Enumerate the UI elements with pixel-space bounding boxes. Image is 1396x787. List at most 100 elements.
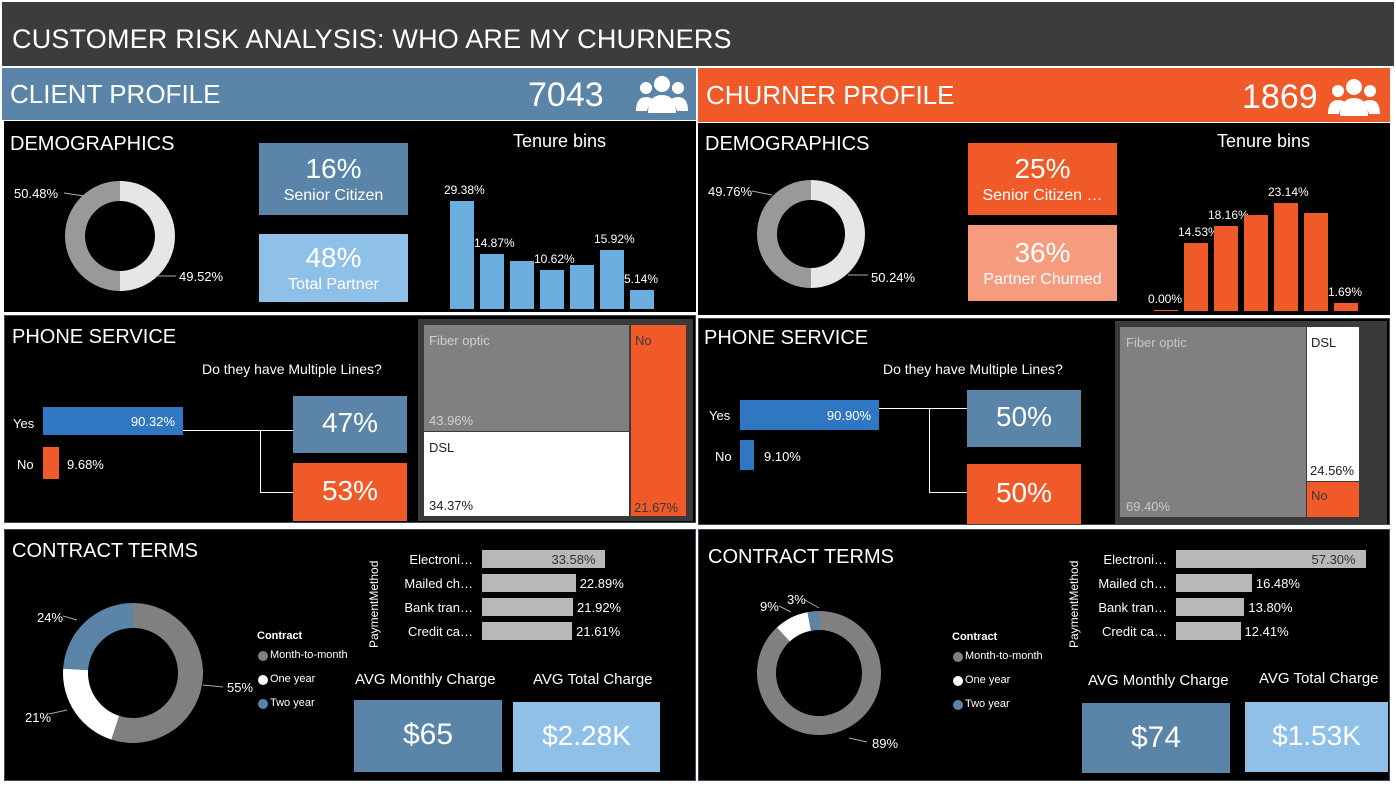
churner-dsl-tile: DSL 24.56% xyxy=(1307,327,1359,481)
client-contract-two: 24% xyxy=(37,610,64,625)
churner-fiber-tile: Fiber optic 69.40% xyxy=(1120,327,1306,517)
client-avg-total-kpi: $2.28K xyxy=(513,702,660,772)
client-phone-yes-value: 90.32% xyxy=(130,414,175,429)
churner-dsl-value: 24.56% xyxy=(1310,463,1355,478)
client-legend-one: One year xyxy=(270,673,316,685)
churner-senior-value: 25% xyxy=(1014,153,1071,184)
churner-phone-panel: PHONE SERVICE Do they have Multiple Line… xyxy=(698,318,1390,525)
churner-legend-title: Contract xyxy=(952,631,998,643)
churner-internet-treemap: Fiber optic 69.40% DSL 24.56% No xyxy=(1115,321,1387,524)
tenure-bar xyxy=(1184,243,1208,311)
tenure-bar-label: 29.38% xyxy=(444,183,485,197)
tenure-bar xyxy=(630,290,654,309)
churner-tenure-chart: 0.00% 14.53% 18.16% 23.14% 1.69% xyxy=(1148,163,1388,311)
client-demographics-panel: DEMOGRAPHICS 50.48% 49.52% 16% Senior Ci… xyxy=(4,121,696,312)
tenure-bar xyxy=(570,264,594,309)
client-profile-title: CLIENT PROFILE xyxy=(10,79,221,109)
client-phone-yes-bar: 90.32% xyxy=(43,407,183,435)
churner-contract-donut xyxy=(757,599,881,743)
client-contract-one: 21% xyxy=(25,710,52,725)
churner-demographics-title: DEMOGRAPHICS xyxy=(705,133,870,155)
payment-method-label: Mailed ch… xyxy=(404,576,473,591)
tenure-bar-label: 14.87% xyxy=(474,236,515,251)
people-group-icon xyxy=(636,76,688,113)
client-fiber-value: 43.96% xyxy=(429,413,474,428)
payment-method-label: Bank tran… xyxy=(404,600,473,615)
churner-gender-donut xyxy=(751,180,868,288)
tenure-bar-label: 14.53% xyxy=(1178,225,1219,240)
client-legend-title: Contract xyxy=(257,630,303,642)
churner-count: 1869 xyxy=(1242,78,1318,116)
churner-senior-label: Senior Citizen … xyxy=(982,187,1103,204)
payment-method-bar xyxy=(1176,622,1241,640)
client-fiber-tile: Fiber optic 43.96% xyxy=(424,325,629,431)
tenure-bar-label: 15.92% xyxy=(594,232,635,247)
client-partner-kpi: 48% Total Partner xyxy=(259,234,408,302)
churner-fiber-value: 69.40% xyxy=(1126,499,1171,514)
churner-contract-panel: CONTRACT TERMS 9% 3% 89% Contract Month-… xyxy=(698,529,1390,781)
client-phone-no-bar xyxy=(43,447,59,479)
client-nointernet-value: 21.67% xyxy=(634,500,679,515)
client-gender-a: 50.48% xyxy=(14,186,59,201)
churner-avg-monthly: $74 xyxy=(1130,721,1182,754)
churner-avg-total-kpi: $1.53K xyxy=(1245,702,1388,772)
legend-dot-one xyxy=(258,675,268,685)
donut-slice xyxy=(111,603,203,743)
tenure-bar-label: 0.00% xyxy=(1148,292,1183,306)
client-demographics-title: DEMOGRAPHICS xyxy=(10,133,175,155)
tenure-bar-label: 1.69% xyxy=(1328,285,1363,300)
client-phone-yes-label: Yes xyxy=(13,416,35,431)
churner-nointernet-label: No xyxy=(1311,488,1328,503)
payment-method-label: Electroni… xyxy=(1103,552,1167,567)
churner-profile-header: CHURNER PROFILE 1869 xyxy=(698,68,1390,122)
client-gender-donut xyxy=(63,181,176,291)
client-avg-monthly: $65 xyxy=(402,718,454,751)
client-contract-donut xyxy=(48,603,224,743)
payment-method-label: Bank tran… xyxy=(1098,600,1167,615)
churner-gender-b: 50.24% xyxy=(871,270,916,285)
client-legend-m2m: Month-to-month xyxy=(270,649,348,661)
client-phone-no-value: 9.68% xyxy=(67,457,104,472)
payment-method-value: 16.48% xyxy=(1255,576,1300,591)
payment-method-value: 33.58% xyxy=(551,552,596,567)
tenure-bar xyxy=(1154,310,1178,311)
tenure-bar xyxy=(1274,203,1298,311)
churner-demographics-panel: DEMOGRAPHICS 49.76% 50.24% 25% Senior Ci… xyxy=(698,123,1390,315)
payment-method-value: 22.89% xyxy=(579,576,624,591)
tenure-bar xyxy=(1244,215,1268,311)
churner-contract-title: CONTRACT TERMS xyxy=(708,546,894,568)
churner-profile-title: CHURNER PROFILE xyxy=(706,80,955,110)
client-internet-treemap: Fiber optic 43.96% DSL 34.37% No 21.67% xyxy=(418,319,693,521)
connector-line xyxy=(929,408,930,492)
leader-line xyxy=(778,605,792,613)
tenure-bar xyxy=(480,254,504,309)
client-senior-label: Senior Citizen xyxy=(283,187,384,204)
payment-method-label: Mailed ch… xyxy=(1098,576,1167,591)
tenure-bar xyxy=(1304,212,1328,311)
churner-multilines-no-kpi: 50% xyxy=(967,464,1081,524)
churner-partner-label: Partner Churned xyxy=(983,271,1102,288)
churner-phone-yes-bar: 90.90% xyxy=(740,400,879,430)
client-senior-value: 16% xyxy=(305,153,362,184)
tenure-bar xyxy=(1214,226,1238,311)
churner-legend-m2m: Month-to-month xyxy=(965,650,1043,662)
payment-method-label: Credit ca… xyxy=(407,624,473,639)
client-gender-b: 49.52% xyxy=(179,269,224,284)
donut-slice xyxy=(63,603,133,671)
churner-phone-no-bar xyxy=(740,440,754,470)
client-legend-two: Two year xyxy=(270,697,315,709)
leader-line xyxy=(202,684,224,688)
payment-method-bar xyxy=(482,598,574,616)
legend-dot-one xyxy=(953,676,963,686)
legend-dot-two xyxy=(258,699,268,709)
churner-phone-yes-label: Yes xyxy=(709,408,731,423)
client-dsl-value: 34.37% xyxy=(429,498,474,513)
churner-legend-one: One year xyxy=(965,674,1011,686)
client-partner-label: Total Partner xyxy=(288,276,379,293)
churner-avg-monthly-kpi: $74 xyxy=(1082,703,1230,773)
client-multilines-yes-kpi: 47% xyxy=(293,396,407,453)
client-payment-chart: Electroni… 33.58% Mailed ch… 22.89% Bank tra… xyxy=(367,550,687,650)
churner-contract-m2m: 89% xyxy=(872,736,899,751)
client-avg-monthly-kpi: $65 xyxy=(354,700,502,772)
client-partner-value: 48% xyxy=(305,242,362,273)
